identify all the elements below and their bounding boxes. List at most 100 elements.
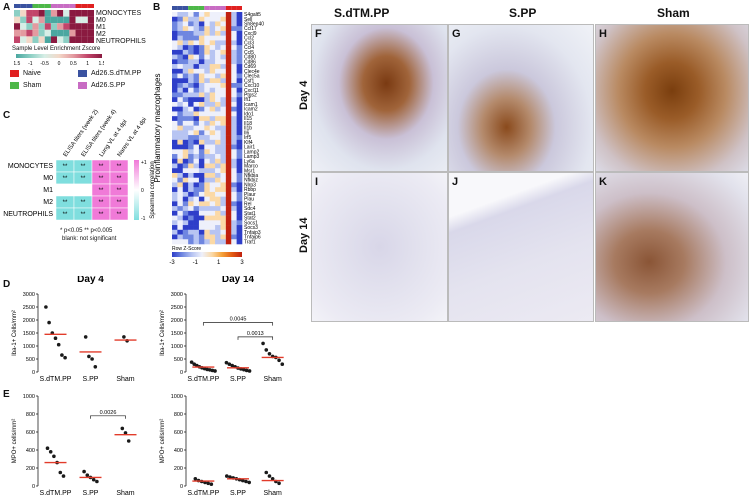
heatmap-cell <box>225 182 232 188</box>
row-label-m1: M1 <box>96 24 106 31</box>
y-tick-label: 400 <box>26 448 35 454</box>
heatmap-cell <box>231 196 237 202</box>
heatmap-cell <box>14 36 21 43</box>
gene-label: Csf1 <box>244 78 255 84</box>
heatmap-cell <box>204 191 210 197</box>
column-label: ELISA titers (week 4) <box>81 109 118 158</box>
significance-mark: ** <box>81 176 86 182</box>
heatmap-cell <box>231 78 237 84</box>
heatmap-cell <box>225 201 232 207</box>
significance-mark: ** <box>81 200 86 206</box>
heatmap-cell <box>231 220 237 226</box>
heatmap-cell <box>209 97 216 103</box>
gene-label: Il6 <box>244 130 250 136</box>
x-category-label: S.PP <box>83 490 99 497</box>
y-tick-label: 0 <box>32 484 35 490</box>
heatmap-cell <box>188 125 194 131</box>
heatmap-cell <box>63 10 70 17</box>
heatmap-cell <box>198 68 205 74</box>
heatmap-cell <box>215 26 221 32</box>
gene-label: Lamp2 <box>244 149 260 155</box>
gene-label: Nfkbia <box>244 173 258 179</box>
heatmap-cell <box>188 54 194 60</box>
heatmap-cell <box>69 16 76 24</box>
heatmap-cell <box>172 210 178 216</box>
heatmap-cell <box>198 163 205 169</box>
heatmap-cell <box>215 106 221 112</box>
heatmap-cell <box>204 64 210 70</box>
heatmap-cell <box>204 163 210 169</box>
heatmap-cell <box>231 177 237 183</box>
y-tick-label: 2000 <box>23 318 35 324</box>
heatmap-cell <box>231 83 237 89</box>
heatmap-cell <box>198 73 205 79</box>
heatmap-cell <box>177 30 184 36</box>
heatmap-cell <box>236 149 243 155</box>
gene-label: Icam2 <box>244 107 258 113</box>
gene-heatmap: S4galt5SellSh8ep40Ccl17Cxcl9Ccl2Ccl3Ccl4… <box>153 6 264 266</box>
heatmap-cell <box>188 177 194 183</box>
heatmap-cell <box>215 16 221 22</box>
heatmap-cell <box>236 163 243 169</box>
sample-group-bar <box>215 6 221 10</box>
y-tick-label: 200 <box>26 466 35 472</box>
heatmap-cell <box>236 234 243 240</box>
heatmap-cell <box>231 12 237 18</box>
heatmap-cell <box>204 92 210 98</box>
heatmap-cell <box>50 16 58 24</box>
heatmap-cell <box>215 229 221 235</box>
colorbar-tick: 0 <box>58 61 61 66</box>
heatmap-cell <box>204 49 210 55</box>
heatmap-cell <box>177 206 184 212</box>
heatmap-cell <box>188 201 194 207</box>
heatmap-cell <box>172 196 178 202</box>
y-tick-label: 0 <box>32 370 35 376</box>
heatmap-cell <box>193 206 200 212</box>
heatmap-cell <box>231 206 237 212</box>
heatmap-cell <box>231 239 237 245</box>
row-label: M1 <box>43 187 53 194</box>
heatmap-cell <box>172 130 178 136</box>
heatmap-cell <box>236 182 243 188</box>
heatmap-cell <box>177 111 184 117</box>
heatmap-cell <box>198 40 205 46</box>
heatmap-cell <box>193 26 200 32</box>
heatmap-cell <box>220 83 227 89</box>
gene-label: Clec4e <box>244 69 260 75</box>
gene-label: Ccl4 <box>244 45 254 51</box>
gene-label: Cd69 <box>244 64 256 70</box>
heatmap-cell <box>204 87 210 93</box>
heatmap-cell <box>236 135 243 141</box>
histology-image-g: G <box>448 24 594 172</box>
heatmap-cell <box>193 92 200 98</box>
heatmap-cell <box>220 239 227 245</box>
data-point <box>61 474 66 478</box>
heatmap-cell <box>231 210 237 216</box>
heatmap-cell <box>204 158 210 164</box>
histology-image-j: J <box>448 172 594 322</box>
data-point <box>44 305 48 309</box>
panel-a-heatmap <box>14 4 94 44</box>
heatmap-cell <box>209 163 216 169</box>
heatmap-cell <box>193 239 200 245</box>
gene-label: Ccl3 <box>244 40 254 46</box>
heatmap-cell <box>177 116 184 122</box>
heatmap-cell <box>231 26 237 32</box>
heatmap-cell <box>198 78 205 84</box>
heatmap-cell <box>204 125 210 131</box>
heatmap-cell <box>172 68 178 74</box>
heatmap-cell <box>215 21 221 27</box>
data-point <box>244 479 248 484</box>
heatmap-cell <box>215 64 221 70</box>
enrichment-heatmap <box>14 4 94 43</box>
heatmap-cell <box>225 116 232 122</box>
heatmap-cell <box>236 21 243 27</box>
heatmap-cell <box>220 68 227 74</box>
row-label-monocytes: MONOCYTES <box>96 10 142 17</box>
heatmap-cell <box>204 149 210 155</box>
heatmap-cell <box>87 29 94 37</box>
heatmap-cell <box>231 201 237 207</box>
heatmap-cell <box>198 158 205 164</box>
heatmap-cell <box>182 64 189 70</box>
significance-mark: ** <box>99 176 104 182</box>
